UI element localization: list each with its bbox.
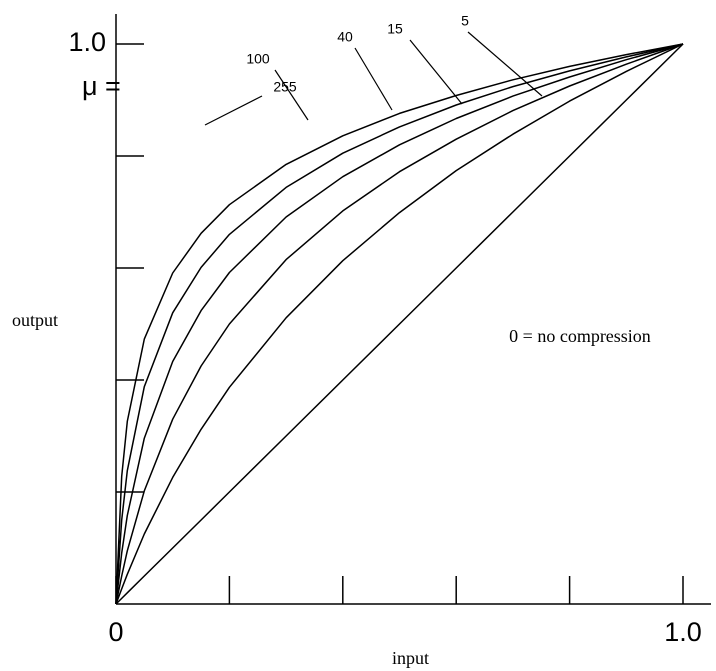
mu-annotation: μ = bbox=[82, 71, 121, 101]
x-tick-label: 0 bbox=[108, 617, 123, 647]
series-label: 255 bbox=[273, 79, 297, 95]
series-label: 5 bbox=[461, 13, 469, 29]
leader-line bbox=[205, 96, 262, 125]
x-axis-label: input bbox=[392, 648, 429, 668]
leader-line bbox=[410, 40, 462, 104]
leader-line bbox=[355, 48, 392, 110]
series-label: 100 bbox=[246, 51, 270, 67]
series-label: 0 = no compression bbox=[509, 326, 651, 346]
page: μ = output input 0 1.0 1.0 255100 40 15 5 0 = n… bbox=[0, 0, 716, 671]
curve bbox=[116, 44, 683, 604]
x-tick-label: 1.0 bbox=[664, 617, 702, 647]
leader-line bbox=[275, 70, 308, 120]
chart: μ = output input 0 1.0 1.0 255100 40 15 5 0 = n… bbox=[0, 0, 716, 671]
y-axis-label: output bbox=[12, 310, 58, 330]
series-label: 15 bbox=[387, 21, 403, 37]
y-tick-label: 1.0 bbox=[68, 27, 106, 57]
leader-line bbox=[468, 32, 542, 96]
series-label: 40 bbox=[337, 29, 353, 45]
